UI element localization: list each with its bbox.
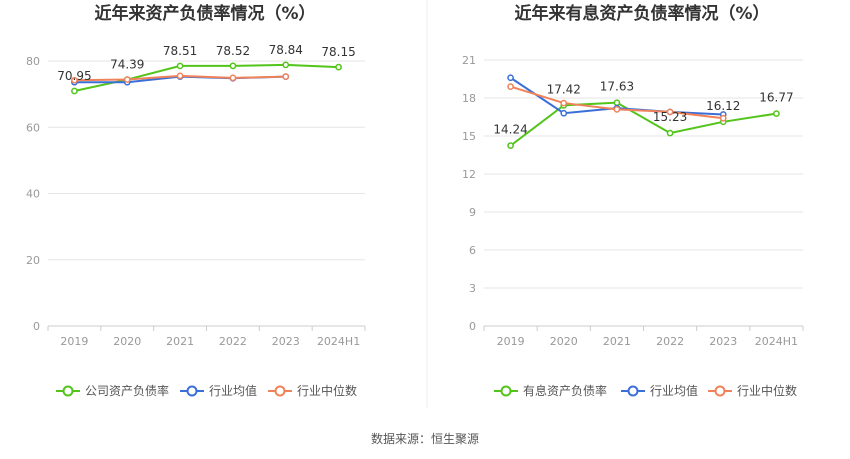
series-line: [509, 101, 777, 147]
x-tick-label: 2020: [550, 335, 578, 348]
data-point[interactable]: [176, 72, 184, 80]
legend-label: 行业均值: [650, 383, 698, 398]
series-median: [71, 72, 290, 84]
legend-label: 行业中位数: [297, 383, 357, 398]
x-tick-label: 2023: [709, 335, 737, 348]
data-label: 78.52: [216, 44, 250, 58]
y-tick-label: 9: [469, 206, 476, 219]
legend-item-company[interactable]: 公司资产负债率: [56, 383, 169, 398]
data-label: 78.15: [321, 45, 355, 59]
y-tick-label: 3: [469, 282, 476, 295]
y-tick-label: 80: [26, 55, 40, 68]
data-label: 16.77: [759, 91, 793, 105]
data-point[interactable]: [666, 108, 674, 116]
data-point[interactable]: [229, 74, 237, 82]
data-label: 16.12: [706, 99, 740, 113]
series-median: [507, 83, 727, 122]
legend-label: 行业中位数: [737, 383, 797, 398]
y-tick-label: 0: [33, 320, 40, 333]
data-point[interactable]: [560, 109, 568, 117]
legend-item-company[interactable]: 有息资产负债率: [494, 383, 607, 398]
legend-label: 行业均值: [209, 383, 257, 398]
chart-1: 近年来资产负债率情况（%） 0 20 40 60 80 2019 2020 2021 2022 20…: [26, 3, 366, 398]
legend-marker-icon: [627, 385, 639, 397]
y-tick-label: 6: [469, 244, 476, 257]
data-point[interactable]: [613, 99, 621, 107]
legend-marker-icon: [62, 385, 74, 397]
legend-marker-icon: [186, 385, 198, 397]
x-tick-label: 2020: [113, 335, 141, 348]
data-label: 70.95: [57, 69, 91, 83]
legend-item-median[interactable]: 行业中位数: [708, 383, 797, 398]
data-label: 17.63: [600, 80, 634, 94]
data-point[interactable]: [507, 83, 514, 90]
legend-label: 有息资产负债率: [523, 383, 607, 398]
data-label: 78.84: [269, 43, 303, 57]
y-tick-label: 18: [462, 92, 476, 105]
data-label: 14.24: [493, 123, 527, 137]
legend-marker-icon: [714, 385, 726, 397]
data-point[interactable]: [71, 76, 78, 84]
data-point[interactable]: [560, 99, 568, 107]
legend-item-median[interactable]: 行业中位数: [268, 383, 357, 398]
legend-label: 公司资产负债率: [85, 383, 169, 398]
y-tick-label: 20: [26, 254, 40, 267]
data-label: 74.39: [110, 58, 144, 72]
data-point[interactable]: [71, 87, 78, 95]
x-tick-label: 2024H1: [755, 335, 798, 348]
x-tick-label: 2022: [219, 335, 247, 348]
data-point[interactable]: [666, 129, 674, 137]
chart-title: 近年来有息资产负债率情况（%）: [514, 3, 769, 24]
data-point[interactable]: [335, 63, 342, 71]
x-tick-label: 2023: [272, 335, 300, 348]
chart-title: 近年来资产负债率情况（%）: [94, 3, 315, 24]
data-point[interactable]: [282, 61, 290, 69]
legend-item-avg[interactable]: 行业均值: [180, 383, 257, 398]
y-tick-label: 60: [26, 121, 40, 134]
data-label: 15.23: [653, 110, 687, 124]
chart-2: 近年来有息资产负债率情况（%） 0 3 6 9 12 15 18 21 2019 2020 2021 2…: [462, 3, 804, 398]
data-label: 78.51: [163, 44, 197, 58]
data-point[interactable]: [773, 110, 780, 117]
x-tick-label: 2022: [656, 335, 684, 348]
x-tick-label: 2024H1: [317, 335, 360, 348]
legend-marker-icon: [500, 385, 512, 397]
y-tick-label: 21: [462, 54, 476, 67]
data-point[interactable]: [229, 62, 237, 70]
data-point[interactable]: [282, 73, 290, 80]
y-tick-label: 0: [469, 320, 476, 333]
data-point[interactable]: [719, 114, 727, 122]
data-point[interactable]: [123, 76, 131, 83]
x-tick-label: 2019: [60, 335, 88, 348]
data-point[interactable]: [507, 74, 514, 82]
y-tick-label: 15: [462, 130, 476, 143]
x-tick-label: 2021: [603, 335, 631, 348]
data-point[interactable]: [507, 142, 514, 149]
source-note: 数据来源：恒生聚源: [371, 431, 479, 446]
data-point[interactable]: [613, 106, 621, 113]
legend-marker-icon: [274, 385, 286, 397]
data-label: 17.42: [547, 82, 581, 96]
x-tick-label: 2019: [497, 335, 525, 348]
y-tick-label: 40: [26, 188, 40, 201]
x-tick-label: 2021: [166, 335, 194, 348]
data-point[interactable]: [176, 62, 184, 70]
legend-item-avg[interactable]: 行业均值: [621, 383, 698, 398]
y-tick-label: 12: [462, 168, 476, 181]
